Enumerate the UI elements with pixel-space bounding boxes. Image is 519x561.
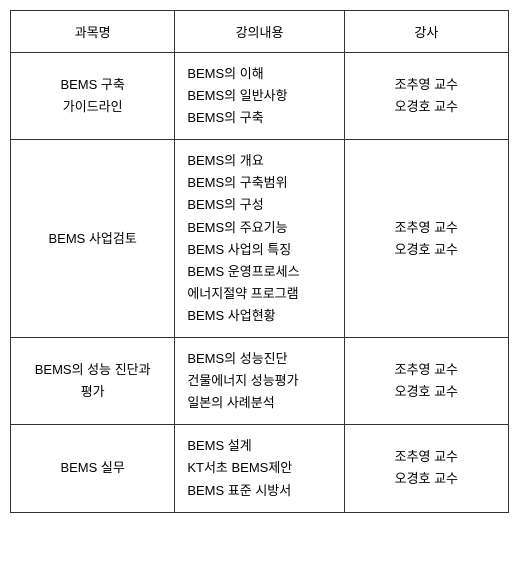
content-line: BEMS 운영프로세스 bbox=[187, 261, 335, 283]
content-line: KT서초 BEMS제안 bbox=[187, 457, 335, 479]
cell-subject: BEMS 사업검토 bbox=[11, 140, 175, 338]
cell-instructor: 조추영 교수오경호 교수 bbox=[344, 140, 508, 338]
cell-subject: BEMS 실무 bbox=[11, 425, 175, 512]
cell-content: BEMS 설계KT서초 BEMS제안BEMS 표준 시방서 bbox=[175, 425, 344, 512]
subject-line: BEMS 실무 bbox=[19, 457, 166, 479]
content-line: BEMS의 성능진단 bbox=[187, 348, 335, 370]
content-line: BEMS의 이해 bbox=[187, 63, 335, 85]
content-line: 건물에너지 성능평가 bbox=[187, 370, 335, 392]
header-instructor: 강사 bbox=[344, 11, 508, 53]
subject-line: BEMS의 성능 진단과 bbox=[19, 359, 166, 381]
cell-subject: BEMS의 성능 진단과평가 bbox=[11, 338, 175, 425]
header-subject: 과목명 bbox=[11, 11, 175, 53]
table-body: BEMS 구축가이드라인BEMS의 이해BEMS의 일반사항BEMS의 구축조추… bbox=[11, 53, 509, 513]
instructor-line: 조추영 교수 bbox=[353, 446, 500, 468]
subject-line: 평가 bbox=[19, 381, 166, 403]
cell-content: BEMS의 이해BEMS의 일반사항BEMS의 구축 bbox=[175, 53, 344, 140]
content-line: BEMS 사업현황 bbox=[187, 305, 335, 327]
subject-line: BEMS 사업검토 bbox=[19, 228, 166, 250]
cell-instructor: 조추영 교수오경호 교수 bbox=[344, 425, 508, 512]
content-line: BEMS의 개요 bbox=[187, 150, 335, 172]
content-line: BEMS의 구성 bbox=[187, 194, 335, 216]
table-row: BEMS의 성능 진단과평가BEMS의 성능진단건물에너지 성능평가일본의 사례… bbox=[11, 338, 509, 425]
subject-line: 가이드라인 bbox=[19, 96, 166, 118]
content-line: BEMS 표준 시방서 bbox=[187, 480, 335, 502]
content-line: 에너지절약 프로그램 bbox=[187, 283, 335, 305]
content-line: BEMS의 구축 bbox=[187, 107, 335, 129]
cell-content: BEMS의 성능진단건물에너지 성능평가일본의 사례분석 bbox=[175, 338, 344, 425]
cell-instructor: 조추영 교수오경호 교수 bbox=[344, 338, 508, 425]
content-line: 일본의 사례분석 bbox=[187, 392, 335, 414]
instructor-line: 오경호 교수 bbox=[353, 239, 500, 261]
content-line: BEMS의 구축범위 bbox=[187, 172, 335, 194]
table-row: BEMS 실무BEMS 설계KT서초 BEMS제안BEMS 표준 시방서조추영 … bbox=[11, 425, 509, 512]
course-table: 과목명 강의내용 강사 BEMS 구축가이드라인BEMS의 이해BEMS의 일반… bbox=[10, 10, 509, 513]
instructor-line: 오경호 교수 bbox=[353, 96, 500, 118]
cell-subject: BEMS 구축가이드라인 bbox=[11, 53, 175, 140]
cell-instructor: 조추영 교수오경호 교수 bbox=[344, 53, 508, 140]
header-content: 강의내용 bbox=[175, 11, 344, 53]
cell-content: BEMS의 개요BEMS의 구축범위BEMS의 구성BEMS의 주요기능BEMS… bbox=[175, 140, 344, 338]
table-header-row: 과목명 강의내용 강사 bbox=[11, 11, 509, 53]
content-line: BEMS의 주요기능 bbox=[187, 217, 335, 239]
instructor-line: 조추영 교수 bbox=[353, 217, 500, 239]
content-line: BEMS의 일반사항 bbox=[187, 85, 335, 107]
instructor-line: 조추영 교수 bbox=[353, 74, 500, 96]
content-line: BEMS 설계 bbox=[187, 435, 335, 457]
content-line: BEMS 사업의 특징 bbox=[187, 239, 335, 261]
instructor-line: 조추영 교수 bbox=[353, 359, 500, 381]
table-row: BEMS 구축가이드라인BEMS의 이해BEMS의 일반사항BEMS의 구축조추… bbox=[11, 53, 509, 140]
instructor-line: 오경호 교수 bbox=[353, 381, 500, 403]
instructor-line: 오경호 교수 bbox=[353, 468, 500, 490]
table-row: BEMS 사업검토 BEMS의 개요BEMS의 구축범위BEMS의 구성BEMS의… bbox=[11, 140, 509, 338]
subject-line: BEMS 구축 bbox=[19, 74, 166, 96]
